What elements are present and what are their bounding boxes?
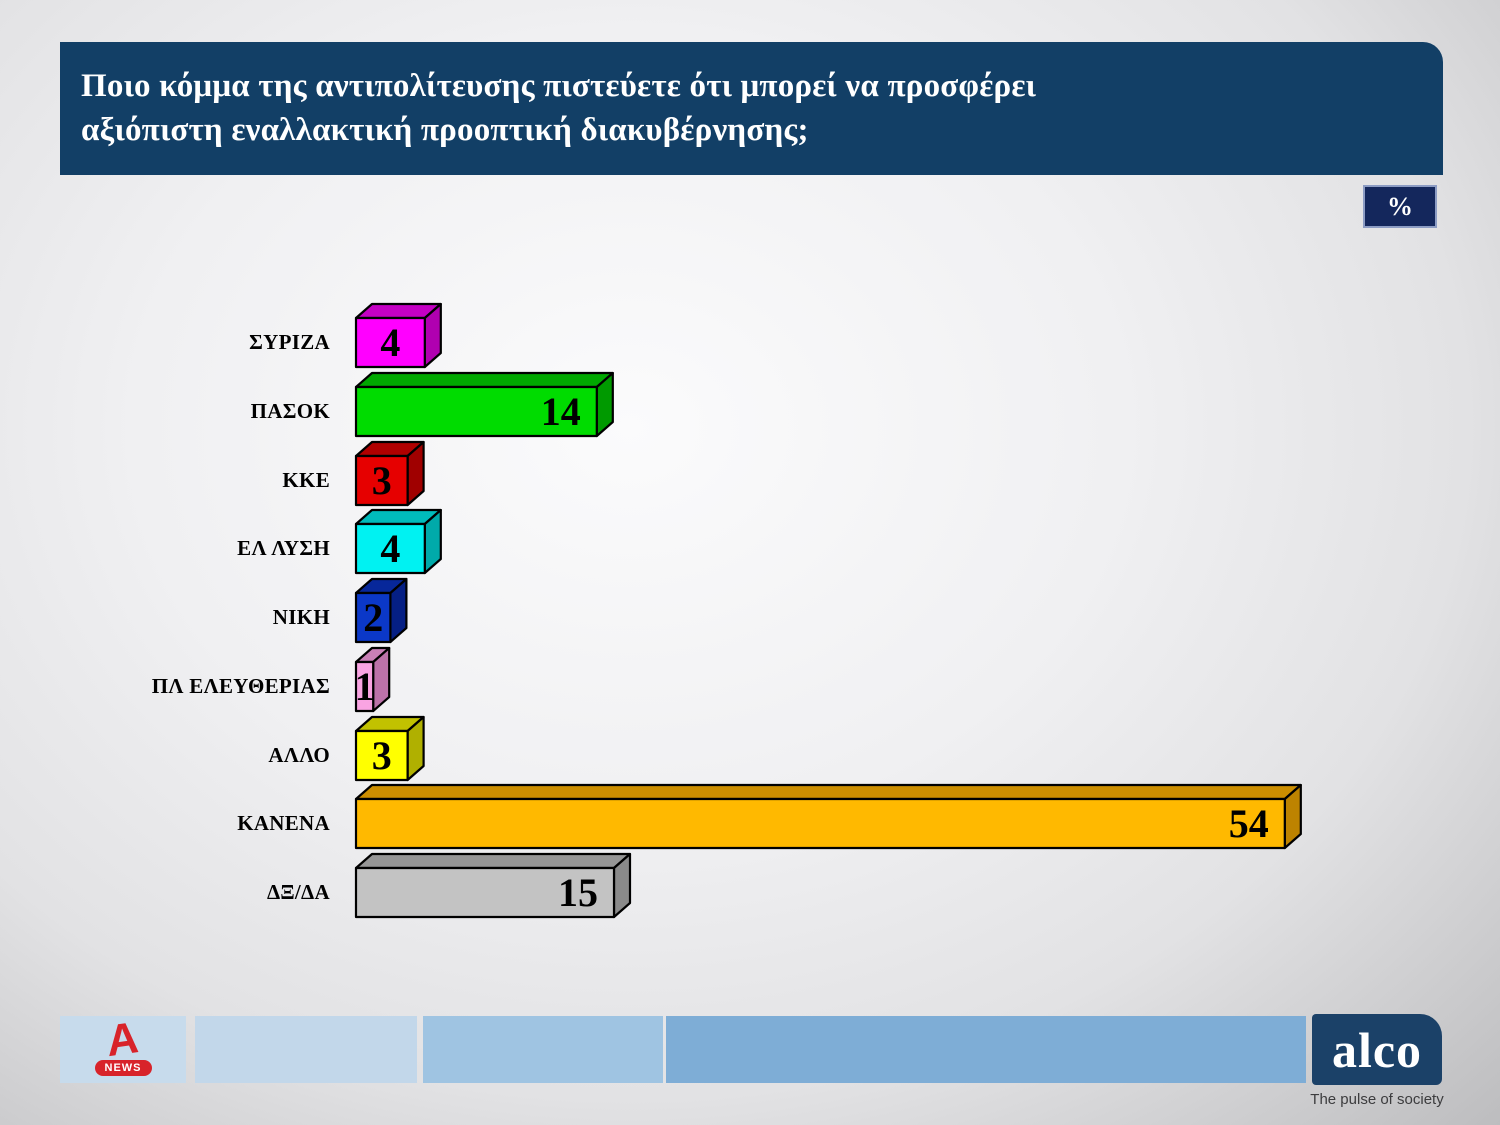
- percent-unit-label: %: [1387, 191, 1413, 221]
- question-title-line2: αξιόπιστη εναλλακτική προοπτική διακυβέρ…: [81, 112, 809, 148]
- bar-chart: ΣΥΡΙΖΑ 4 ΠΑΣΟΚ 14 ΚΚΕ 3 ΕΛ ΛΥΣΗ 4 ΝΙΚΗ 2 ΠΛ ΕΛΕΥΘΕ…: [0, 301, 1500, 920]
- category-label: ΠΛ ΕΛΕΥΘΕΡΙΑΣ: [151, 673, 330, 698]
- category-label: ΚΑΝΕΝΑ: [237, 811, 330, 836]
- alpha-news-label: NEWS: [94, 1060, 152, 1076]
- alco-tagline: The pulse of society: [1310, 1091, 1444, 1108]
- category-label: ΕΛ ΛΥΣΗ: [237, 536, 330, 561]
- category-label: ΔΞ/ΔΑ: [266, 880, 330, 904]
- bar-row-3: ΚΚΕ 3: [0, 439, 1500, 508]
- category-label: ΣΥΡΙΖΑ: [249, 330, 330, 354]
- bar-3d: [354, 715, 425, 781]
- alco-logo-text: alco: [1331, 1021, 1423, 1078]
- alpha-news-logo: A NEWS: [60, 1012, 186, 1083]
- bar-3d: [354, 784, 1302, 850]
- footer-band-2: [195, 1016, 417, 1083]
- alco-logo-box: alco: [1312, 1014, 1442, 1085]
- value-label: 1: [354, 663, 375, 709]
- bar-row-4: ΕΛ ΛΥΣΗ 4: [0, 507, 1500, 576]
- bar-row-2: ΠΑΣΟΚ 14: [0, 370, 1500, 439]
- bar-3d: [354, 509, 442, 575]
- value-label: 14: [540, 388, 581, 434]
- bar-3d: [354, 302, 442, 369]
- bar-row-1: ΣΥΡΙΖΑ 4: [0, 301, 1500, 370]
- value-label: 15: [558, 870, 598, 915]
- question-title-box: Ποιο κόμμα της αντιπολίτευσης πιστεύετε …: [60, 42, 1443, 175]
- category-label: ΚΚΕ: [282, 467, 330, 492]
- question-title-line1: Ποιο κόμμα της αντιπολίτευσης πιστεύετε …: [81, 68, 1037, 104]
- value-label: 3: [371, 732, 392, 778]
- value-label: 54: [1228, 801, 1269, 847]
- footer-band-4: [666, 1016, 1306, 1083]
- value-label: 3: [371, 457, 392, 503]
- bar-3d: [354, 440, 425, 506]
- category-label: ΠΑΣΟΚ: [250, 398, 330, 423]
- percent-unit-badge: %: [1363, 185, 1437, 228]
- bar-row-9: ΔΞ/ΔΑ 15: [0, 851, 1500, 920]
- bar-3d: [354, 852, 632, 919]
- bar-row-7: ΑΛΛΟ 3: [0, 714, 1500, 783]
- value-label: 2: [363, 595, 384, 640]
- value-label: 4: [380, 526, 401, 572]
- value-label: 4: [380, 320, 401, 365]
- category-label: ΑΛΛΟ: [268, 742, 330, 767]
- bar-3d: [354, 577, 408, 644]
- bar-row-5: ΝΙΚΗ 2: [0, 576, 1500, 645]
- category-label: ΝΙΚΗ: [272, 605, 330, 629]
- bar-row-6: ΠΛ ΕΛΕΥΘΕΡΙΑΣ 1: [0, 645, 1500, 714]
- alpha-logo-icon: A: [105, 1012, 141, 1067]
- bar-row-8: ΚΑΝΕΝΑ 54: [0, 782, 1500, 851]
- footer-band-3: [423, 1016, 663, 1083]
- bar-3d: [354, 371, 614, 437]
- bar-3d: [354, 646, 391, 712]
